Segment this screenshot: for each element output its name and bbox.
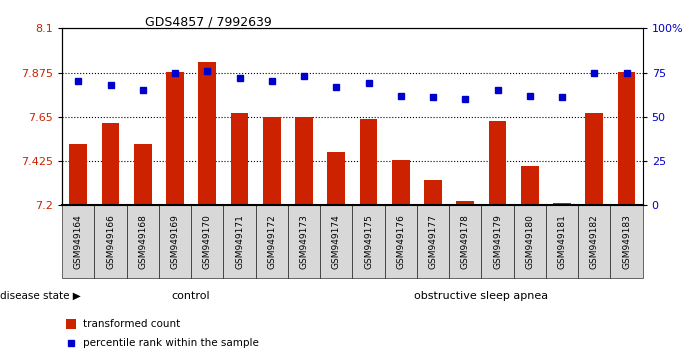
Text: percentile rank within the sample: percentile rank within the sample <box>83 338 259 348</box>
FancyBboxPatch shape <box>126 205 159 278</box>
Bar <box>489 121 507 205</box>
FancyBboxPatch shape <box>352 205 385 278</box>
Text: GSM949171: GSM949171 <box>235 214 244 269</box>
Text: GSM949174: GSM949174 <box>332 214 341 269</box>
FancyBboxPatch shape <box>513 205 546 278</box>
Bar <box>295 117 313 205</box>
Text: GSM949175: GSM949175 <box>364 214 373 269</box>
Text: GSM949172: GSM949172 <box>267 214 276 269</box>
Bar <box>66 319 76 329</box>
FancyBboxPatch shape <box>223 205 256 278</box>
Bar <box>585 113 603 205</box>
Text: control: control <box>172 291 211 301</box>
Text: GSM949168: GSM949168 <box>138 214 147 269</box>
Bar <box>198 62 216 205</box>
Bar <box>69 144 87 205</box>
FancyBboxPatch shape <box>482 205 513 278</box>
Text: GSM949179: GSM949179 <box>493 214 502 269</box>
Text: GSM949176: GSM949176 <box>396 214 406 269</box>
Bar <box>263 117 281 205</box>
Text: GSM949169: GSM949169 <box>171 214 180 269</box>
Text: GSM949180: GSM949180 <box>525 214 534 269</box>
Text: transformed count: transformed count <box>83 319 180 329</box>
Bar <box>392 160 410 205</box>
Bar <box>424 180 442 205</box>
FancyBboxPatch shape <box>320 205 352 278</box>
Text: GSM949177: GSM949177 <box>428 214 437 269</box>
Bar <box>553 203 571 205</box>
Text: GSM949173: GSM949173 <box>299 214 309 269</box>
Bar <box>456 201 474 205</box>
Text: GSM949164: GSM949164 <box>74 214 83 269</box>
FancyBboxPatch shape <box>578 205 610 278</box>
FancyBboxPatch shape <box>385 205 417 278</box>
FancyBboxPatch shape <box>546 205 578 278</box>
FancyBboxPatch shape <box>288 205 320 278</box>
Bar <box>359 119 377 205</box>
FancyBboxPatch shape <box>191 205 223 278</box>
Text: disease state ▶: disease state ▶ <box>0 291 81 301</box>
Text: GSM949166: GSM949166 <box>106 214 115 269</box>
Text: GSM949182: GSM949182 <box>589 214 599 269</box>
FancyBboxPatch shape <box>417 205 449 278</box>
FancyBboxPatch shape <box>449 205 482 278</box>
Text: GSM949183: GSM949183 <box>622 214 631 269</box>
Text: GDS4857 / 7992639: GDS4857 / 7992639 <box>145 16 272 29</box>
Bar <box>521 166 539 205</box>
Text: GSM949181: GSM949181 <box>558 214 567 269</box>
Bar <box>134 144 152 205</box>
FancyBboxPatch shape <box>610 205 643 278</box>
Bar <box>166 72 184 205</box>
FancyBboxPatch shape <box>256 205 288 278</box>
Text: obstructive sleep apnea: obstructive sleep apnea <box>415 291 549 301</box>
FancyBboxPatch shape <box>95 205 126 278</box>
FancyBboxPatch shape <box>62 205 95 278</box>
Bar <box>102 123 120 205</box>
Bar <box>231 113 249 205</box>
Text: GSM949178: GSM949178 <box>461 214 470 269</box>
Bar <box>618 72 636 205</box>
Bar <box>328 152 346 205</box>
Text: GSM949170: GSM949170 <box>202 214 212 269</box>
FancyBboxPatch shape <box>159 205 191 278</box>
